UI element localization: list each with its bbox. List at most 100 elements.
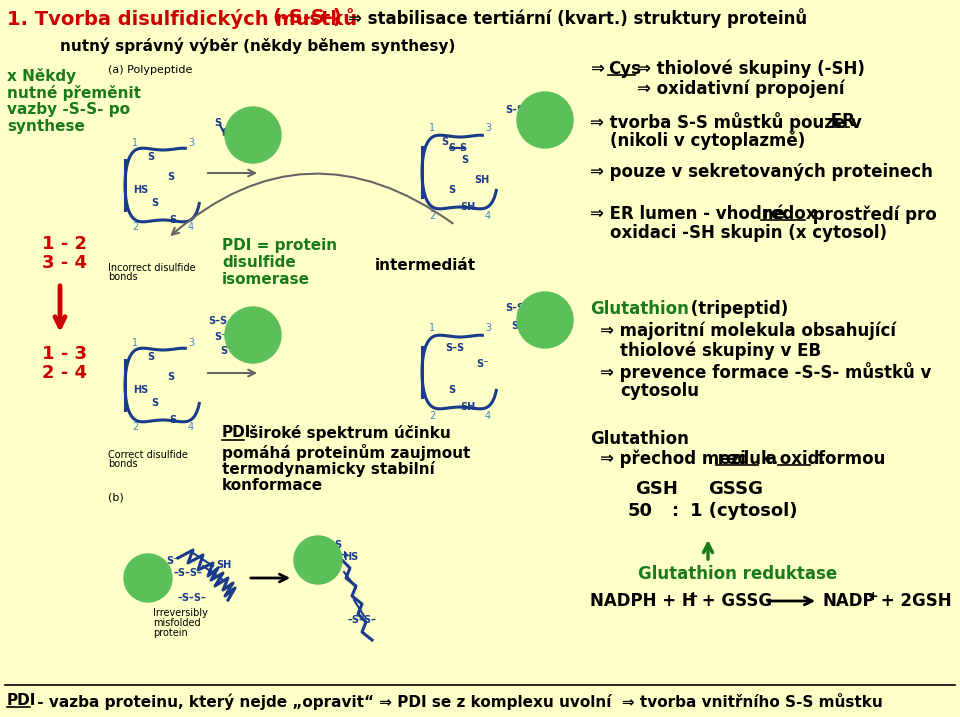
Text: S: S bbox=[167, 372, 175, 382]
Text: (-S-S-): (-S-S-) bbox=[272, 8, 342, 27]
Text: široké spektrum účinku: široké spektrum účinku bbox=[244, 425, 451, 441]
Text: ⇒ přechod mezi: ⇒ přechod mezi bbox=[600, 450, 746, 468]
Text: konformace: konformace bbox=[222, 478, 324, 493]
Text: Glutathion reduktase: Glutathion reduktase bbox=[638, 565, 837, 583]
Text: Irreversibly: Irreversibly bbox=[153, 608, 208, 618]
Text: 3: 3 bbox=[188, 138, 194, 148]
Text: S: S bbox=[148, 352, 155, 362]
Text: prostředí pro: prostředí pro bbox=[807, 205, 937, 224]
Text: PDI: PDI bbox=[137, 573, 158, 583]
Text: cytosolu: cytosolu bbox=[620, 382, 699, 400]
Text: (tripeptid): (tripeptid) bbox=[685, 300, 788, 318]
Text: 1: 1 bbox=[132, 138, 138, 148]
Text: S–S: S–S bbox=[445, 343, 465, 353]
Text: S: S bbox=[214, 118, 222, 128]
Text: disulfide: disulfide bbox=[222, 255, 296, 270]
Text: S: S bbox=[148, 152, 155, 162]
Text: S⁻: S⁻ bbox=[166, 556, 179, 566]
Text: oxidaci -SH skupin (x cytosol): oxidaci -SH skupin (x cytosol) bbox=[610, 224, 887, 242]
Text: S: S bbox=[167, 172, 175, 182]
Text: SH: SH bbox=[474, 175, 490, 185]
Text: 1 - 2: 1 - 2 bbox=[42, 235, 87, 253]
Text: pomáhá proteinům zaujmout: pomáhá proteinům zaujmout bbox=[222, 444, 470, 461]
Text: a: a bbox=[760, 450, 777, 468]
Text: S⁻: S⁻ bbox=[511, 321, 523, 331]
Text: nutné přeměnit: nutné přeměnit bbox=[7, 85, 141, 101]
Text: thiolové skupiny v EB: thiolové skupiny v EB bbox=[620, 342, 821, 361]
Text: - vazba proteinu, který nejde „opravit“ ⇒ PDI se z komplexu uvolní  ⇒ tvorba vni: - vazba proteinu, který nejde „opravit“ … bbox=[32, 693, 883, 710]
Text: PDI: PDI bbox=[535, 115, 556, 125]
Text: x Někdy: x Někdy bbox=[7, 68, 76, 84]
Text: PDI: PDI bbox=[222, 425, 252, 440]
Text: termodynamicky stabilní: termodynamicky stabilní bbox=[222, 461, 435, 477]
Text: S⁻: S⁻ bbox=[476, 359, 488, 369]
Text: ⇒ oxidativní propojení: ⇒ oxidativní propojení bbox=[637, 79, 845, 98]
Circle shape bbox=[225, 107, 281, 163]
Text: ⇒ thiolové skupiny (-SH): ⇒ thiolové skupiny (-SH) bbox=[637, 60, 865, 78]
Circle shape bbox=[124, 554, 172, 602]
Text: –S–S–: –S–S– bbox=[178, 593, 206, 603]
Text: SH: SH bbox=[461, 202, 475, 212]
Text: GSH: GSH bbox=[635, 480, 678, 498]
Text: ⇒ stabilisace tertiární (kvart.) struktury proteinů: ⇒ stabilisace tertiární (kvart.) struktu… bbox=[348, 8, 807, 28]
Text: ⇒ ER lumen - vhodné: ⇒ ER lumen - vhodné bbox=[590, 205, 785, 223]
Text: S⁻: S⁻ bbox=[220, 346, 232, 356]
Text: S: S bbox=[462, 155, 468, 165]
Text: 1 - 3: 1 - 3 bbox=[42, 345, 87, 363]
Text: Correct disulfide: Correct disulfide bbox=[108, 450, 188, 460]
Text: 1: 1 bbox=[429, 123, 435, 133]
Text: 3: 3 bbox=[188, 338, 194, 348]
Text: S–S: S–S bbox=[505, 105, 524, 115]
Text: synthese: synthese bbox=[7, 119, 84, 134]
Text: NADPH + H: NADPH + H bbox=[590, 592, 696, 610]
Text: PDI: PDI bbox=[242, 130, 264, 140]
Text: S: S bbox=[169, 215, 177, 225]
Text: –S–S–: –S–S– bbox=[348, 615, 377, 625]
Text: vazby -S-S- po: vazby -S-S- po bbox=[7, 102, 130, 117]
Text: Incorrect disulfide: Incorrect disulfide bbox=[108, 263, 196, 273]
Text: ER: ER bbox=[825, 112, 854, 130]
Text: S: S bbox=[169, 415, 177, 425]
Text: S: S bbox=[442, 137, 448, 147]
Text: HS: HS bbox=[133, 185, 149, 195]
Text: 2: 2 bbox=[132, 422, 138, 432]
Text: 2: 2 bbox=[429, 211, 435, 221]
Text: (b): (b) bbox=[108, 492, 124, 502]
Text: S: S bbox=[222, 128, 228, 138]
Text: HS: HS bbox=[133, 385, 149, 395]
Circle shape bbox=[294, 536, 342, 584]
Text: SH: SH bbox=[461, 402, 475, 412]
Text: ⇒ tvorba S-S můstků pouze v: ⇒ tvorba S-S můstků pouze v bbox=[590, 112, 862, 132]
Text: protein: protein bbox=[153, 628, 188, 638]
Text: 2: 2 bbox=[429, 411, 435, 421]
Text: PDI: PDI bbox=[7, 693, 36, 708]
Text: reduk.: reduk. bbox=[712, 450, 779, 468]
Text: Cys: Cys bbox=[608, 60, 641, 78]
Text: 4: 4 bbox=[485, 211, 492, 221]
Text: +: + bbox=[868, 590, 878, 603]
Text: NADP: NADP bbox=[822, 592, 875, 610]
Text: oxid.: oxid. bbox=[774, 450, 826, 468]
Text: S–S: S–S bbox=[208, 316, 228, 326]
Text: S–S: S–S bbox=[448, 143, 468, 153]
Text: ⇒ prevence formace -S-S- můstků v: ⇒ prevence formace -S-S- můstků v bbox=[600, 362, 931, 382]
Circle shape bbox=[225, 307, 281, 363]
Text: 50: 50 bbox=[628, 502, 653, 520]
Text: 4: 4 bbox=[188, 422, 194, 432]
Text: :: : bbox=[672, 502, 679, 520]
Text: Glutathion: Glutathion bbox=[590, 430, 689, 448]
Text: PDI: PDI bbox=[242, 330, 264, 340]
Text: S⁻: S⁻ bbox=[214, 332, 227, 342]
Text: + 2GSH: + 2GSH bbox=[875, 592, 951, 610]
Text: Glutathion: Glutathion bbox=[590, 300, 689, 318]
Text: S: S bbox=[152, 398, 158, 408]
Text: 3 - 4: 3 - 4 bbox=[42, 254, 87, 272]
Text: 2 - 4: 2 - 4 bbox=[42, 364, 87, 382]
Text: +: + bbox=[688, 590, 699, 603]
Text: ⇒ pouze v sekretovaných proteinech: ⇒ pouze v sekretovaných proteinech bbox=[590, 163, 933, 181]
Text: bonds: bonds bbox=[108, 272, 137, 282]
Text: isomerase: isomerase bbox=[222, 272, 310, 287]
Text: ⇒: ⇒ bbox=[590, 60, 604, 78]
Text: S: S bbox=[334, 540, 341, 550]
Text: 1: 1 bbox=[132, 338, 138, 348]
